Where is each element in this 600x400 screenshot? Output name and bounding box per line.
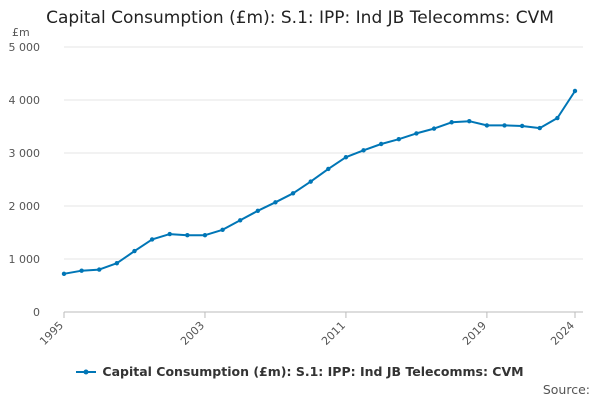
data-point [132,248,137,254]
legend[interactable]: Capital Consumption (£m): S.1: IPP: Ind … [0,364,600,379]
data-point [167,231,172,237]
source-label: Source: [542,382,590,397]
y-tick-label: 1 000 [9,253,41,266]
data-point [414,131,419,136]
data-point [572,88,578,94]
series-layer [61,88,578,277]
data-point [537,125,542,131]
legend-label: Capital Consumption (£m): S.1: IPP: Ind … [102,364,524,379]
x-tick-label: 2019 [460,319,489,348]
y-tick-label: 5 000 [9,41,41,54]
data-point [502,123,507,128]
chart-canvas: 0 1 000 2 000 3 000 4 000 5 000 1995 2003 2011 20… [9,26,583,348]
data-point [238,218,243,223]
y-tick-label: 4 000 [9,94,41,107]
chart-title: Capital Consumption (£m): S.1: IPP: Ind … [46,8,554,28]
data-point [467,119,472,124]
data-point [202,232,208,238]
data-point [220,227,225,233]
data-point [555,115,560,121]
data-point [61,271,67,277]
series-line [63,90,576,275]
data-point [343,155,349,160]
y-tick-label: 2 000 [9,200,41,213]
x-tick-label: 2024 [548,319,577,348]
data-point [273,200,278,205]
y-tick-label: 3 000 [9,147,41,160]
x-tick-label: 1995 [37,319,66,348]
data-point [326,166,331,172]
x-tick-label: 2003 [178,319,207,348]
y-axis-label: £m [12,26,30,39]
data-point [185,232,190,238]
data-point [361,148,366,153]
data-point [114,261,120,266]
data-point [97,267,102,272]
data-point [484,123,490,128]
gridlines [64,46,583,313]
data-point [79,268,84,273]
y-tick-label: 0 [33,306,40,319]
legend-swatch [76,367,97,377]
data-point [449,120,454,125]
data-point [255,208,261,213]
x-tick-label: 2011 [319,319,348,348]
data-point [308,179,313,184]
data-point [290,191,296,196]
data-point [149,237,155,242]
data-point [431,126,437,131]
data-point [396,137,401,142]
data-point [519,123,525,129]
data-point [378,141,384,147]
